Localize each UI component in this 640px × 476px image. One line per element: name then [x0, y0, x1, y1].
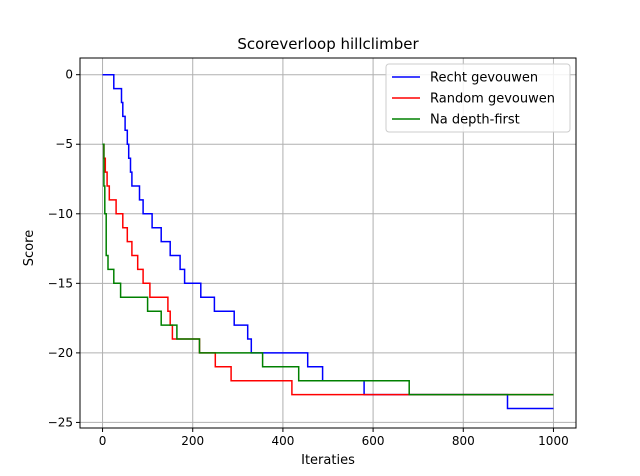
legend-label: Random gevouwen: [430, 92, 555, 107]
axis-ticks: 0 200 400 600 800 1000 0 −5 −10 −15 −20 −25: [48, 68, 569, 448]
x-tick-label: 1000: [538, 434, 569, 448]
legend-label: Na depth-first: [430, 113, 520, 128]
x-tick-label: 600: [362, 434, 385, 448]
y-tick-label: −10: [48, 207, 73, 221]
y-tick-label: −20: [48, 346, 73, 360]
y-tick-label: −5: [55, 137, 73, 151]
y-tick-label: −15: [48, 276, 73, 290]
x-axis-label: Iteraties: [301, 453, 355, 468]
series-lines: [102, 73, 554, 410]
legend-label: Recht gevouwen: [430, 71, 538, 86]
grid: [80, 58, 576, 428]
y-tick-label: −25: [48, 415, 73, 429]
legend: Recht gevouwen Random gevouwen Na depth-fi…: [385, 63, 571, 133]
x-tick-label: 0: [99, 434, 107, 448]
x-tick-label: 200: [181, 434, 204, 448]
y-axis-label: Score: [22, 230, 37, 266]
chart-title: Scoreverloop hillclimber: [237, 35, 419, 53]
legend-box: [385, 63, 571, 133]
y-tick-label: 0: [65, 68, 73, 82]
series-line-2: [102, 143, 554, 396]
plot-frame: [79, 57, 577, 429]
x-tick-label: 400: [271, 434, 294, 448]
x-tick-label: 800: [452, 434, 475, 448]
